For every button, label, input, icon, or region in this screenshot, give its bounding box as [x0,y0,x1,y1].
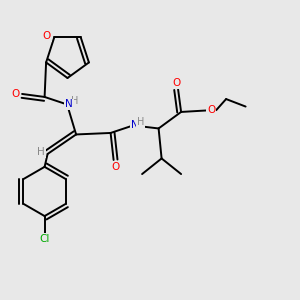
Text: H: H [71,96,78,106]
Text: N: N [131,121,139,130]
Text: O: O [111,162,119,172]
Text: Cl: Cl [39,234,50,244]
Text: O: O [43,31,51,41]
Text: H: H [137,117,144,127]
Text: O: O [207,106,215,116]
Text: H: H [37,148,45,158]
Text: N: N [65,100,73,110]
Text: O: O [172,78,181,88]
Text: O: O [11,89,20,99]
